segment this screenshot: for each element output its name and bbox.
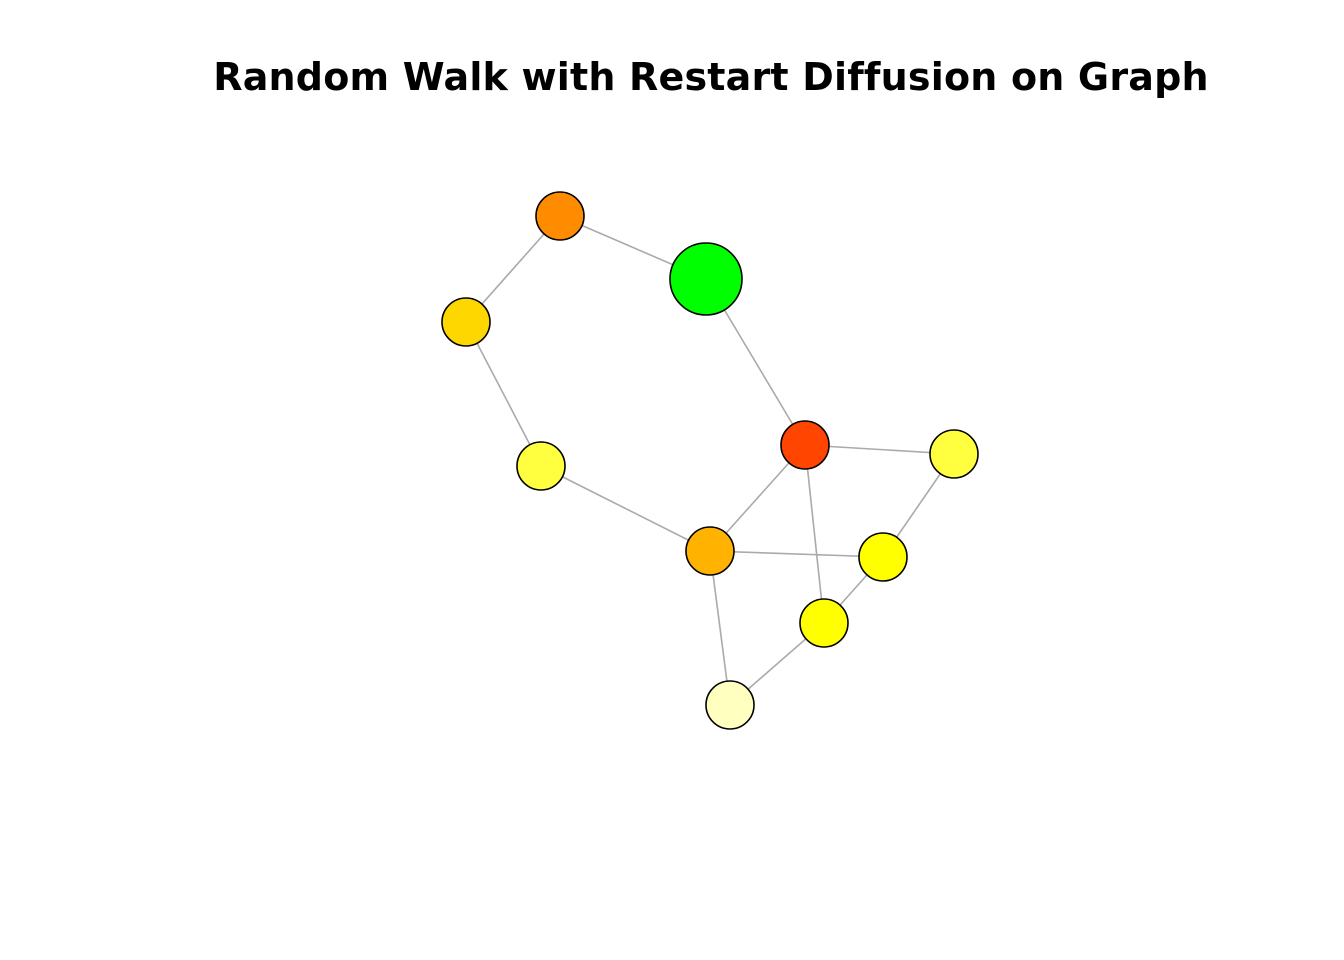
edge-n7-n8 [709, 550, 884, 558]
graph-node-n4 [516, 441, 566, 491]
graph-node-n5 [780, 420, 830, 470]
edge-n5-n9 [804, 444, 825, 624]
edge-n4-n7 [540, 465, 711, 552]
graph-node-n9 [799, 598, 849, 648]
graph-node-n10 [705, 680, 755, 730]
edge-n3-n4 [465, 321, 542, 467]
graph-node-n6 [929, 429, 979, 479]
edge-n5-n6 [804, 444, 955, 455]
seed-node [669, 242, 743, 316]
node-layer [441, 191, 979, 730]
graph-node-n7 [685, 526, 735, 576]
graph-node-n8 [858, 532, 908, 582]
graph-node-n1 [535, 191, 585, 241]
edge-n7-n10 [709, 550, 731, 706]
graph-node-n3 [441, 297, 491, 347]
chart-title: Random Walk with Restart Diffusion on Gr… [213, 55, 1209, 99]
